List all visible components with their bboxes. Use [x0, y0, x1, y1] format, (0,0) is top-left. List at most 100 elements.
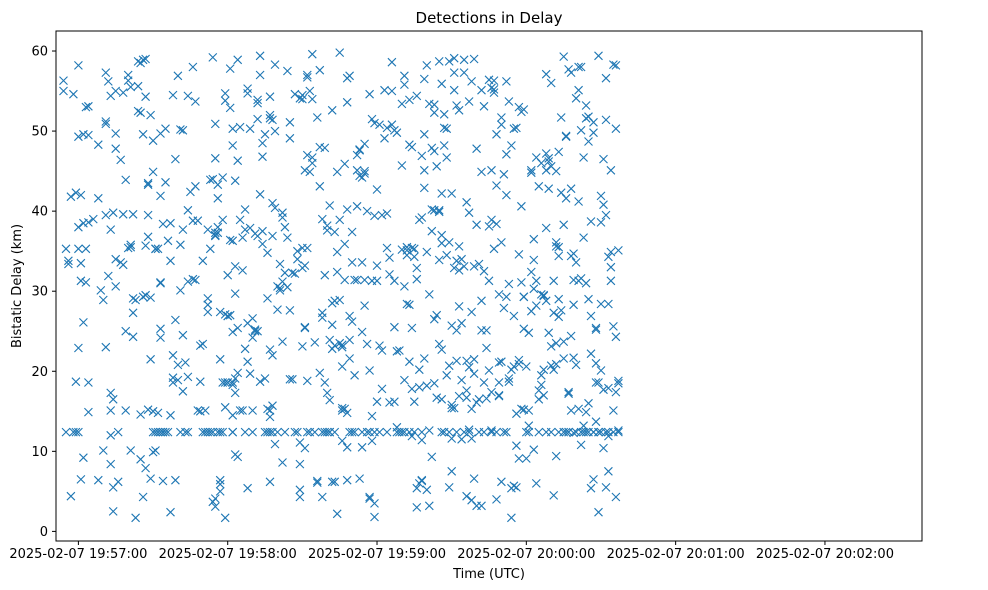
data-point — [434, 255, 444, 265]
data-point — [551, 338, 561, 348]
data-point — [325, 201, 335, 210]
data-point — [283, 282, 292, 292]
data-point — [248, 314, 257, 323]
data-point — [571, 93, 581, 103]
data-point — [111, 282, 121, 291]
data-point — [375, 120, 384, 130]
data-point — [260, 374, 270, 383]
data-point — [230, 262, 240, 271]
data-point — [499, 427, 509, 437]
data-point — [59, 86, 68, 96]
data-point — [529, 234, 539, 244]
data-point — [220, 513, 230, 523]
data-point — [205, 244, 215, 254]
data-point — [390, 276, 399, 286]
data-point — [469, 354, 479, 364]
data-point — [452, 256, 461, 266]
data-point — [253, 98, 262, 108]
data-point — [464, 208, 474, 218]
data-point — [409, 397, 419, 407]
data-point — [370, 512, 379, 522]
data-point — [183, 205, 193, 215]
data-point — [467, 434, 476, 443]
data-point — [432, 393, 442, 403]
data-point — [352, 150, 362, 160]
data-point — [156, 278, 165, 288]
data-point — [268, 115, 277, 125]
data-point — [544, 157, 554, 166]
data-point — [84, 130, 93, 140]
data-point — [233, 55, 243, 65]
data-point — [151, 244, 160, 254]
data-point — [367, 436, 377, 446]
data-point — [126, 446, 136, 455]
data-point — [377, 346, 387, 355]
data-point — [517, 278, 526, 287]
data-point — [84, 378, 93, 387]
data-point — [497, 113, 506, 122]
data-point — [360, 301, 369, 310]
data-point — [275, 259, 285, 269]
data-point — [283, 66, 292, 76]
data-point — [96, 286, 106, 295]
data-point — [551, 451, 561, 461]
data-point — [492, 129, 501, 139]
data-point — [317, 214, 327, 224]
data-point — [268, 231, 277, 241]
data-point — [233, 452, 243, 462]
data-point — [228, 410, 238, 420]
data-point — [529, 284, 539, 294]
data-point — [531, 276, 541, 286]
data-point — [417, 213, 427, 222]
data-point — [407, 431, 417, 441]
data-point — [409, 252, 419, 262]
data-point — [168, 378, 178, 387]
data-point — [614, 376, 623, 386]
data-point — [589, 128, 598, 138]
data-point — [176, 286, 185, 295]
data-point — [208, 53, 218, 62]
data-point — [332, 167, 342, 177]
data-point — [469, 474, 479, 483]
data-point — [111, 144, 121, 154]
data-point — [106, 459, 116, 469]
data-point — [240, 344, 250, 354]
data-point — [546, 427, 556, 437]
data-point — [195, 377, 205, 387]
data-point — [392, 128, 402, 138]
data-point — [524, 427, 534, 437]
data-point — [611, 332, 621, 342]
data-point — [372, 276, 382, 286]
data-point — [161, 124, 170, 134]
data-point — [76, 258, 86, 268]
data-point — [193, 216, 203, 226]
data-point — [118, 260, 128, 270]
data-point — [203, 225, 213, 234]
plot-area — [59, 48, 623, 523]
data-point — [143, 178, 153, 188]
data-point — [141, 463, 150, 473]
data-point — [143, 232, 153, 242]
data-point — [320, 270, 330, 280]
data-point — [280, 268, 290, 278]
data-point — [290, 427, 300, 437]
data-point — [218, 173, 228, 182]
data-point — [310, 338, 320, 347]
plot-frame — [55, 30, 923, 542]
data-point — [397, 99, 407, 109]
data-point — [412, 91, 422, 101]
data-point — [121, 406, 131, 415]
data-point — [581, 407, 591, 417]
data-point — [191, 181, 200, 191]
data-point — [382, 123, 392, 133]
data-point — [101, 119, 111, 129]
y-tick-label: 60 — [31, 45, 48, 60]
data-point — [253, 326, 262, 336]
data-point — [360, 166, 369, 176]
data-point — [387, 57, 397, 67]
data-point — [131, 295, 140, 305]
data-point — [494, 390, 504, 400]
data-point — [581, 101, 591, 110]
data-point — [402, 299, 412, 309]
data-point — [551, 359, 561, 369]
